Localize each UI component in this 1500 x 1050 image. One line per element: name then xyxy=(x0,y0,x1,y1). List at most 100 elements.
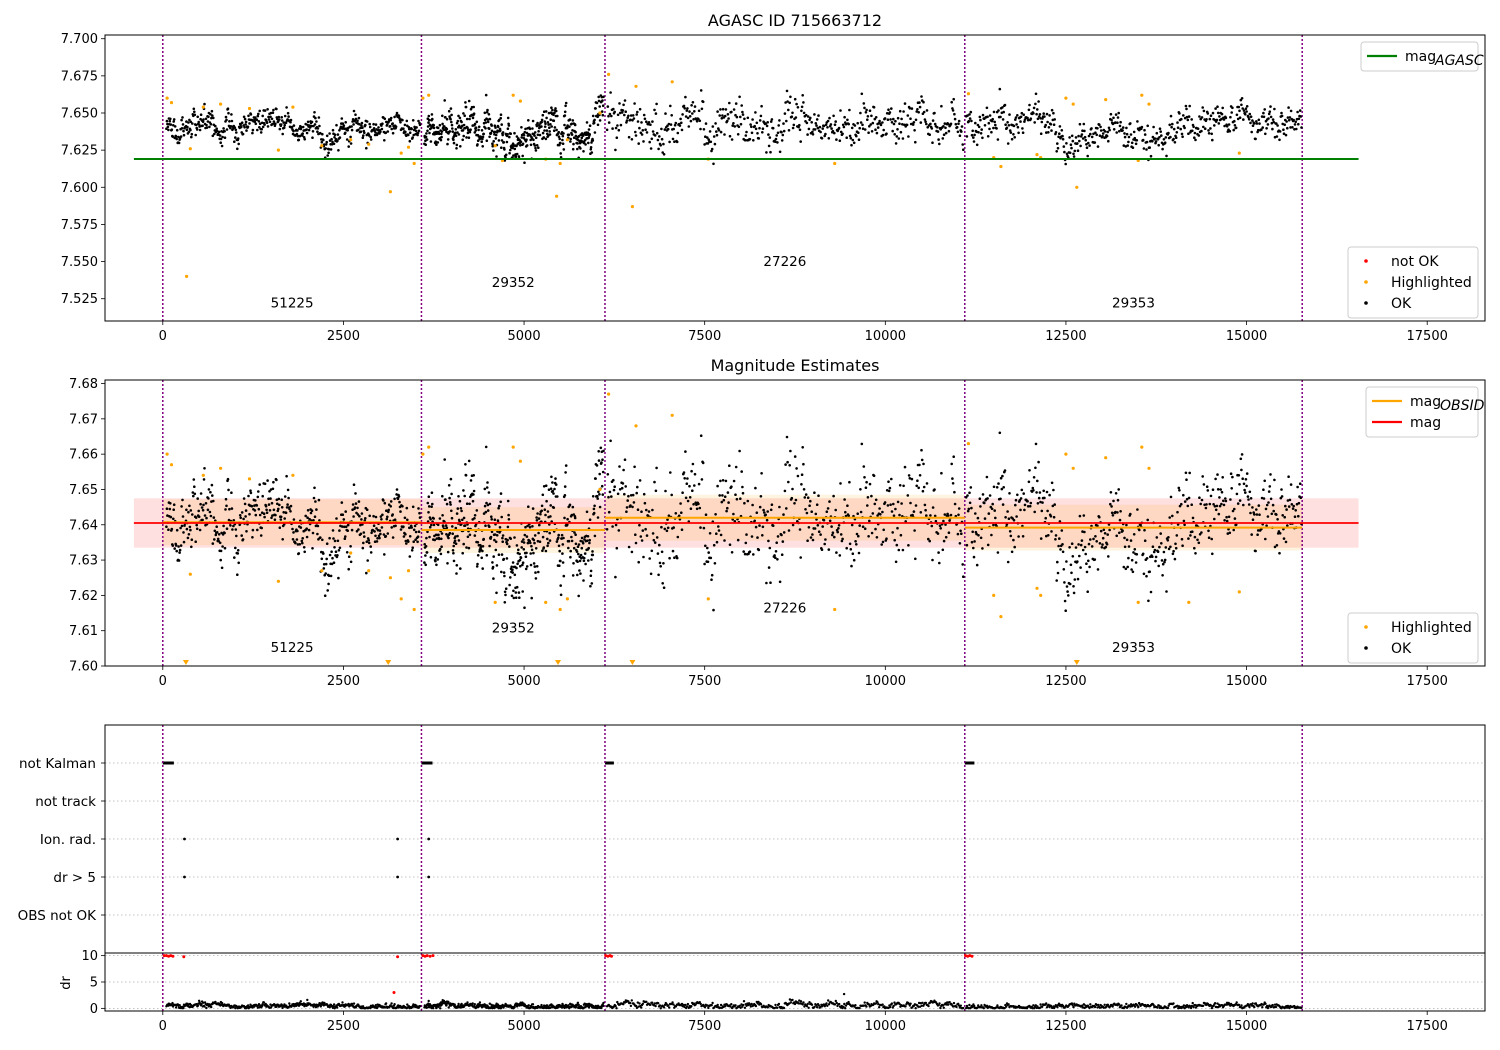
ok-point xyxy=(961,143,964,146)
ok-point xyxy=(486,503,490,507)
ok-point xyxy=(1220,502,1223,506)
ok-point xyxy=(573,516,577,520)
ok-point xyxy=(1218,504,1222,508)
ok-point xyxy=(1090,127,1093,130)
ok-point xyxy=(871,121,875,125)
ok-point xyxy=(896,526,899,530)
ok-point xyxy=(544,137,548,141)
highlighted-point xyxy=(388,576,392,580)
ok-point xyxy=(629,118,632,122)
ok-point xyxy=(660,550,664,554)
ok-point xyxy=(271,111,275,114)
ok-point xyxy=(1103,130,1107,133)
ok-point xyxy=(967,507,971,511)
ok-point xyxy=(287,496,290,500)
ok-point xyxy=(532,562,536,565)
ok-point xyxy=(1063,581,1066,584)
ok-point xyxy=(531,525,534,528)
ok-point xyxy=(1270,512,1274,516)
ok-point xyxy=(1183,126,1186,130)
ok-point xyxy=(586,539,589,542)
ok-point xyxy=(427,121,430,124)
dr-point xyxy=(439,1007,442,1010)
ok-point xyxy=(481,549,484,553)
ok-point xyxy=(946,122,950,126)
ok-point xyxy=(1125,523,1128,527)
ok-point xyxy=(1267,501,1270,504)
ok-point xyxy=(351,118,355,121)
ok-point xyxy=(324,572,328,575)
ok-point xyxy=(550,125,553,128)
ok-point xyxy=(816,524,820,527)
ok-point xyxy=(458,116,462,120)
ok-point xyxy=(405,542,408,545)
ok-point xyxy=(922,100,925,104)
ok-point xyxy=(510,594,514,598)
ok-point xyxy=(374,534,377,538)
ok-point xyxy=(721,494,724,497)
ok-point xyxy=(1228,129,1232,133)
ok-point xyxy=(818,125,822,129)
ok-point xyxy=(365,571,368,575)
ok-point xyxy=(454,526,458,530)
y-tick-label: 7.675 xyxy=(61,69,98,84)
ok-point xyxy=(1112,116,1115,120)
ok-point xyxy=(210,116,213,120)
ok-point xyxy=(195,527,199,531)
ok-point xyxy=(258,126,261,129)
ok-point xyxy=(1286,499,1290,502)
ok-point xyxy=(476,143,479,146)
ok-point xyxy=(1096,145,1100,148)
ok-point xyxy=(273,518,277,521)
ok-point xyxy=(514,155,518,158)
ok-point xyxy=(472,112,476,115)
dr-point xyxy=(457,1002,460,1006)
ok-point xyxy=(180,524,184,528)
ok-point xyxy=(819,533,822,536)
ok-point xyxy=(640,510,643,513)
ok-point xyxy=(486,120,490,124)
data-marks-dr xyxy=(105,953,1485,1011)
ok-point xyxy=(281,132,285,136)
ok-point xyxy=(508,151,511,155)
ok-point xyxy=(600,461,603,464)
ok-point xyxy=(826,126,829,129)
ok-point xyxy=(266,125,270,128)
ok-point xyxy=(745,533,748,536)
ok-point xyxy=(1145,140,1149,144)
ok-point xyxy=(488,502,492,506)
ok-point xyxy=(394,524,397,528)
ok-point xyxy=(1000,487,1004,491)
ok-point xyxy=(572,562,575,565)
ok-point xyxy=(1223,124,1226,128)
ok-point xyxy=(543,508,547,512)
ok-point xyxy=(1185,115,1189,119)
ok-point xyxy=(1210,132,1213,136)
ok-point xyxy=(303,137,307,141)
ok-point xyxy=(859,488,862,491)
ok-point xyxy=(187,121,190,124)
ok-point xyxy=(1047,126,1051,129)
obsid-label: 29352 xyxy=(492,275,535,291)
ok-point xyxy=(275,498,279,502)
ok-point xyxy=(1149,154,1153,158)
ok-point xyxy=(249,491,253,495)
ok-point xyxy=(255,118,259,121)
ok-point xyxy=(811,538,815,542)
ok-point xyxy=(1198,533,1202,536)
ok-point xyxy=(1298,482,1302,486)
ok-point xyxy=(511,561,515,564)
ok-point xyxy=(903,102,907,105)
ok-point xyxy=(199,492,203,495)
ok-point xyxy=(1160,542,1163,545)
ok-point xyxy=(447,536,450,540)
ok-point xyxy=(936,130,940,133)
ok-point xyxy=(774,137,778,141)
ok-point xyxy=(243,502,247,506)
ok-point xyxy=(271,487,275,491)
ok-point xyxy=(379,532,382,536)
ok-point xyxy=(530,544,533,548)
ok-point xyxy=(653,134,657,137)
ok-point xyxy=(215,129,219,133)
ok-point xyxy=(298,134,302,138)
